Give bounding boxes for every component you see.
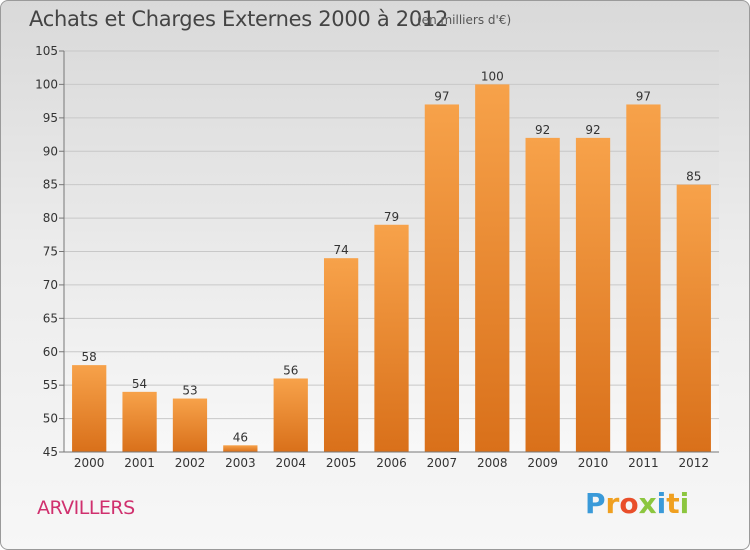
data-label-2009: 92 <box>535 123 550 137</box>
logo-letter: o <box>619 487 639 520</box>
logo-letter: P <box>585 487 606 520</box>
y-tick-label: 90 <box>43 144 58 158</box>
data-label-2011: 97 <box>636 89 651 103</box>
bar-2002 <box>172 398 208 452</box>
x-tick-label: 2011 <box>628 456 659 470</box>
y-tick-label: 75 <box>43 245 58 259</box>
x-tick-label: 2012 <box>679 456 710 470</box>
data-label-2007: 97 <box>434 89 449 103</box>
y-tick-label: 65 <box>43 311 58 325</box>
logo-letter: i <box>679 487 690 520</box>
x-tick-label: 2008 <box>477 456 508 470</box>
data-label-2000: 58 <box>82 350 97 364</box>
x-tick-label: 2002 <box>175 456 206 470</box>
bar-2006 <box>374 224 409 452</box>
y-tick-label: 95 <box>43 111 58 125</box>
bar-2012 <box>676 184 711 452</box>
bar-2011 <box>626 104 661 452</box>
logo-letter: r <box>605 487 620 520</box>
y-tick-label: 70 <box>43 278 58 292</box>
x-tick-label: 2000 <box>74 456 105 470</box>
y-tick-label: 50 <box>43 412 58 426</box>
bar-2001 <box>122 391 157 452</box>
y-tick-label: 100 <box>35 77 58 91</box>
x-tick-label: 2001 <box>124 456 155 470</box>
data-label-2004: 56 <box>283 363 298 377</box>
logo-letter: x <box>638 487 657 520</box>
data-label-2003: 46 <box>233 430 248 444</box>
bar-2009 <box>525 137 560 452</box>
data-label-2008: 100 <box>481 69 504 83</box>
logo-letter: i <box>656 487 667 520</box>
x-tick-label: 2009 <box>527 456 558 470</box>
bar-2007 <box>424 104 460 452</box>
data-label-2005: 74 <box>333 243 348 257</box>
x-tick-label: 2010 <box>578 456 609 470</box>
x-tick-label: 2004 <box>275 456 306 470</box>
bar-2008 <box>475 84 510 453</box>
bar-2005 <box>323 258 359 452</box>
data-label-2012: 85 <box>686 170 701 184</box>
proxiti-logo: Proxiti <box>585 487 689 520</box>
bar-2000 <box>72 365 107 452</box>
chart-subtitle: (en milliers d'€) <box>417 13 512 27</box>
data-label-2001: 54 <box>132 377 147 391</box>
data-label-2010: 92 <box>585 123 600 137</box>
y-tick-label: 60 <box>43 345 58 359</box>
y-tick-label: 85 <box>43 178 58 192</box>
y-tick-label: 45 <box>43 445 58 459</box>
chart-title: Achats et Charges Externes 2000 à 2012 <box>29 7 449 31</box>
x-tick-label: 2007 <box>427 456 458 470</box>
data-label-2006: 79 <box>384 210 399 224</box>
y-tick-label: 80 <box>43 211 58 225</box>
logo-letter: t <box>666 487 680 520</box>
data-label-2002: 53 <box>182 384 197 398</box>
commune-name: ARVILLERS <box>37 497 135 519</box>
x-tick-label: 2006 <box>376 456 407 470</box>
x-tick-label: 2005 <box>326 456 357 470</box>
y-tick-label: 105 <box>35 44 58 58</box>
bar-2004 <box>273 378 308 452</box>
x-tick-label: 2003 <box>225 456 256 470</box>
bar-2003 <box>223 445 258 452</box>
y-tick-label: 55 <box>43 378 58 392</box>
bar-2010 <box>575 137 611 452</box>
